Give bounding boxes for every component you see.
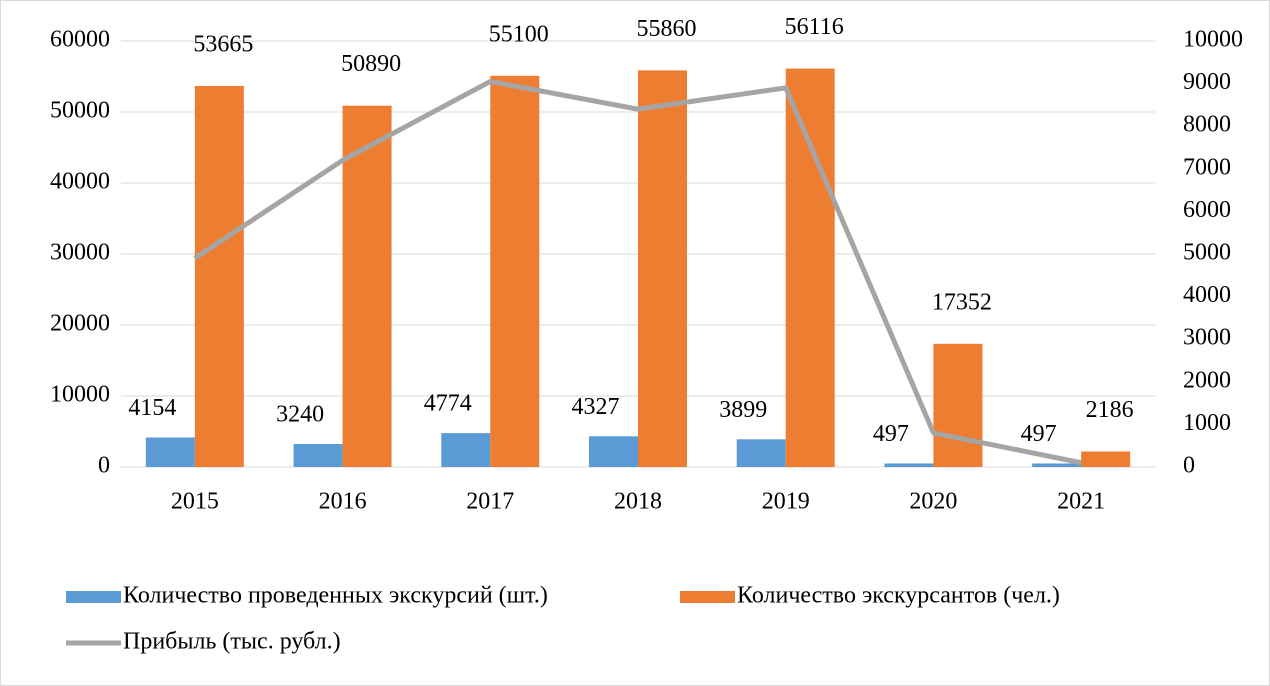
- data-label: 497: [1021, 421, 1057, 447]
- y2-tick-label: 4000: [1183, 282, 1231, 308]
- y2-tick-label: 6000: [1183, 197, 1231, 223]
- bar: [933, 343, 983, 467]
- x-tick-label: 2021: [1057, 489, 1105, 515]
- y2-tick-label: 2000: [1183, 367, 1231, 393]
- data-label: 4774: [424, 391, 472, 417]
- bar: [884, 463, 934, 467]
- legend-label: Количество проведенных экскурсий (шт.): [123, 583, 548, 609]
- data-label: 55860: [637, 16, 697, 42]
- bar: [441, 433, 491, 467]
- bar: [145, 437, 195, 467]
- data-label: 56116: [785, 14, 844, 40]
- x-tick-label: 2020: [909, 489, 957, 515]
- bar: [785, 68, 835, 467]
- legend-swatch: [680, 591, 735, 603]
- legend-swatch: [66, 591, 121, 603]
- legend-label: Прибыль (тыс. рубл.): [123, 629, 341, 655]
- y2-tick-label: 5000: [1183, 240, 1231, 266]
- data-label: 2186: [1086, 397, 1134, 423]
- bar: [1081, 451, 1131, 467]
- y-tick-label: 20000: [50, 311, 110, 337]
- bar: [342, 105, 392, 467]
- y-tick-label: 50000: [50, 98, 110, 124]
- y2-tick-label: 3000: [1183, 325, 1231, 351]
- data-label: 4154: [128, 395, 176, 421]
- data-label: 497: [873, 421, 909, 447]
- y2-tick-label: 9000: [1183, 69, 1231, 95]
- bar: [736, 439, 786, 467]
- y-tick-label: 0: [98, 453, 110, 479]
- y-tick-label: 40000: [50, 169, 110, 195]
- y-tick-label: 30000: [50, 240, 110, 266]
- y-tick-label: 10000: [50, 382, 110, 408]
- line-series: [193, 78, 1082, 466]
- y2-tick-label: 10000: [1183, 27, 1243, 53]
- data-label: 50890: [341, 51, 401, 77]
- bar: [1032, 463, 1082, 467]
- y2-tick-label: 1000: [1183, 410, 1231, 436]
- data-label: 3899: [719, 397, 767, 423]
- y2-tick-label: 7000: [1183, 154, 1231, 180]
- bar: [293, 443, 343, 467]
- x-tick-label: 2019: [762, 489, 810, 515]
- data-label: 53665: [193, 31, 253, 57]
- x-tick-label: 2015: [171, 489, 219, 515]
- data-label: 4327: [572, 394, 620, 420]
- x-tick-label: 2018: [614, 489, 662, 515]
- bar: [589, 436, 638, 467]
- y2-tick-label: 0: [1183, 453, 1195, 479]
- bar: [638, 70, 687, 468]
- data-label: 17352: [932, 289, 992, 315]
- data-label: 3240: [276, 401, 324, 427]
- data-label: 55100: [489, 21, 549, 47]
- legend-label: Количество экскурсантов (чел.): [737, 583, 1060, 609]
- x-tick-label: 2017: [466, 489, 514, 515]
- y-tick-label: 60000: [50, 27, 110, 53]
- bar: [194, 85, 244, 467]
- bar: [490, 75, 540, 467]
- x-tick-label: 2016: [319, 489, 367, 515]
- y2-tick-label: 8000: [1183, 112, 1231, 138]
